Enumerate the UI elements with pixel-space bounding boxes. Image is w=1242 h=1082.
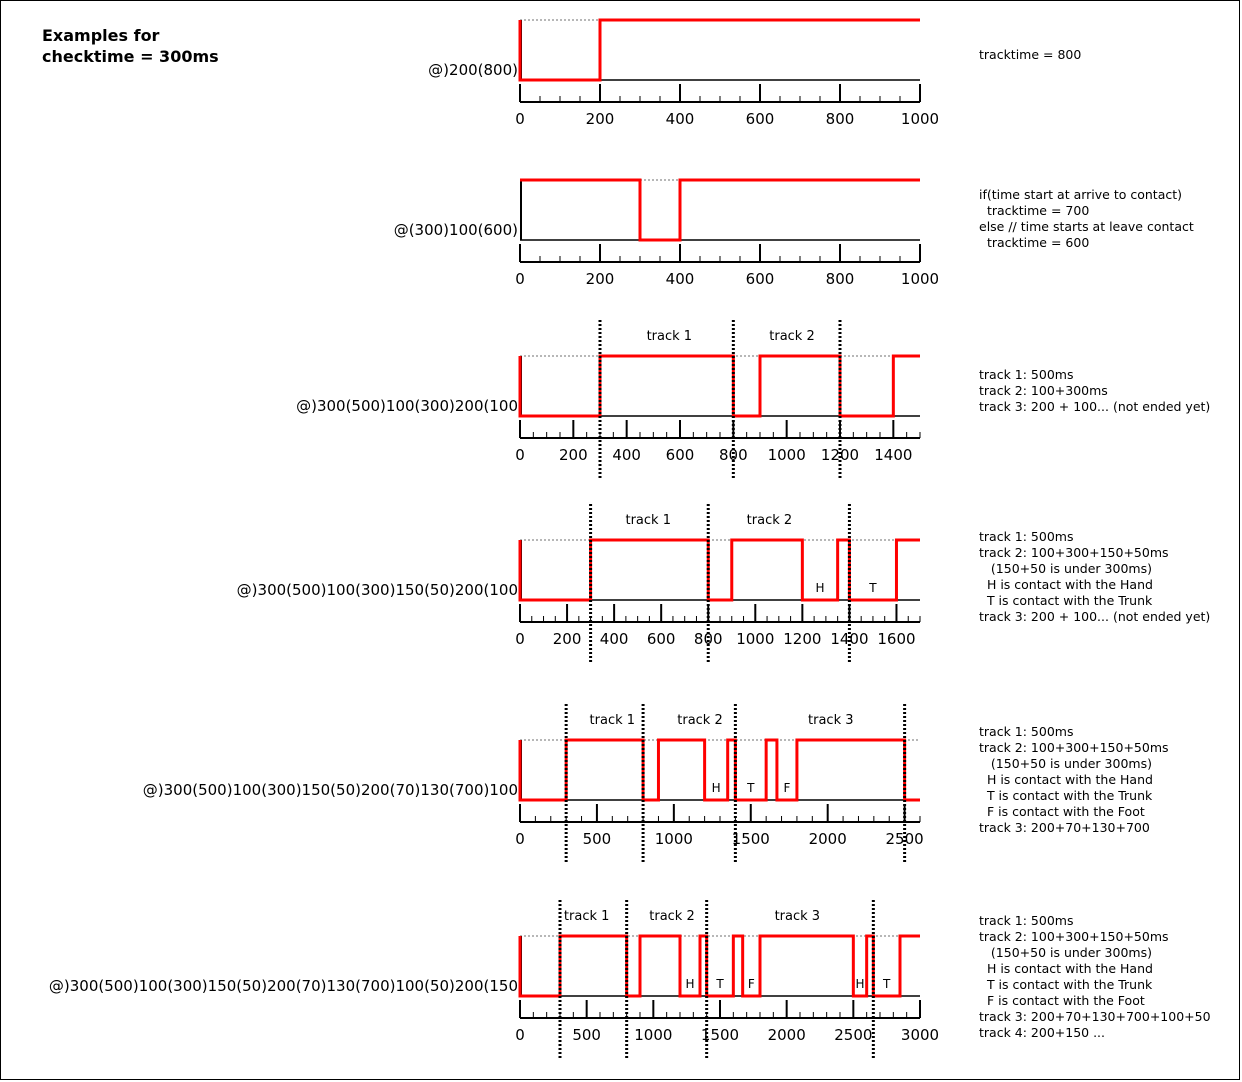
track-label: track 1 <box>647 329 693 344</box>
tick-label: 1000 <box>736 630 774 648</box>
tick-label: 600 <box>746 110 775 128</box>
tick-label: 200 <box>553 630 582 648</box>
tick-label: 0 <box>515 630 525 648</box>
tick-label: 400 <box>600 630 629 648</box>
contact-label: T <box>746 781 755 795</box>
contact-label: T <box>715 977 724 991</box>
example-panel-2: @(300)100(600) 0 200 400 600 800 1000 <box>394 178 939 288</box>
example-label: @)300(500)100(300)150(50)200(100 <box>237 581 518 599</box>
tick-label: 200 <box>559 446 588 464</box>
example-panel-4: @)300(500)100(300)150(50)200(100 0 200 400 6… <box>237 504 921 662</box>
example-notes-1: tracktime = 800 <box>979 47 1082 62</box>
track-label: track 2 <box>677 713 723 728</box>
track-label: track 3 <box>808 713 854 728</box>
tick-label: 0 <box>515 1026 525 1044</box>
tick-label: 500 <box>572 1026 601 1044</box>
example-panel-6: @)300(500)100(300)150(50)200(70)130(700)… <box>49 900 939 1058</box>
tick-label: 1600 <box>877 630 915 648</box>
contact-label: H <box>685 977 694 991</box>
example-label: @)300(500)100(300)200(100 <box>296 397 518 415</box>
track-label: track 1 <box>564 909 610 924</box>
track-label: track 2 <box>649 909 695 924</box>
contact-label: T <box>882 977 891 991</box>
example-label: @)200(800) <box>428 61 518 79</box>
page-title: Examples for checktime = 300ms <box>42 26 219 66</box>
track-label: track 2 <box>747 513 793 528</box>
track-label: track 1 <box>590 713 636 728</box>
tick-label: 2500 <box>834 1026 872 1044</box>
example-label: @)300(500)100(300)150(50)200(70)130(700)… <box>49 977 518 995</box>
example-label: @(300)100(600) <box>394 221 518 239</box>
tick-label: 2000 <box>809 830 847 848</box>
tick-label: 1000 <box>768 446 806 464</box>
tick-label: 3000 <box>901 1026 939 1044</box>
signal-waveform <box>518 354 920 418</box>
track-label: track 1 <box>625 513 671 528</box>
tick-label: 800 <box>719 446 748 464</box>
tick-label: 0 <box>515 830 525 848</box>
tick-label: 400 <box>612 446 641 464</box>
tick-label: 800 <box>694 630 723 648</box>
tick-label: 500 <box>583 830 612 848</box>
tick-label: 0 <box>515 270 525 288</box>
example-label: @)300(500)100(300)150(50)200(70)130(700)… <box>143 781 518 799</box>
signal-waveform <box>518 18 920 82</box>
contact-label: F <box>783 781 790 795</box>
signal-waveform <box>518 738 920 802</box>
tick-label: 1000 <box>901 110 939 128</box>
tick-label: 200 <box>586 110 615 128</box>
track-label: track 3 <box>775 909 821 924</box>
example-notes-4: track 1: 500ms track 2: 100+300+150+50ms… <box>979 529 1211 624</box>
example-panel-5: @)300(500)100(300)150(50)200(70)130(700)… <box>143 704 924 862</box>
contact-label: F <box>748 977 755 991</box>
tick-label: 1500 <box>732 830 770 848</box>
tick-label: 1500 <box>701 1026 739 1044</box>
tick-label: 1000 <box>901 270 939 288</box>
tick-label: 600 <box>647 630 676 648</box>
signal-waveform <box>520 178 920 242</box>
tick-label: 600 <box>746 270 775 288</box>
contact-label: H <box>712 781 721 795</box>
tick-label: 1000 <box>634 1026 672 1044</box>
contact-label: H <box>815 581 824 595</box>
contact-label: H <box>855 977 864 991</box>
example-panel-3: @)300(500)100(300)200(100 0 200 400 600 800 10… <box>296 320 921 478</box>
tick-label: 0 <box>515 110 525 128</box>
tick-label: 2500 <box>886 830 924 848</box>
contact-label: T <box>868 581 877 595</box>
example-notes-6: track 1: 500ms track 2: 100+300+150+50ms… <box>979 913 1211 1040</box>
example-panel-1: @)200(800) 0 200 400 600 800 1000 <box>428 18 939 128</box>
tick-label: 1400 <box>874 446 912 464</box>
tick-label: 800 <box>826 270 855 288</box>
tick-label: 1200 <box>821 446 859 464</box>
tick-label: 400 <box>666 270 695 288</box>
example-notes-2: if(time start at arrive to contact) trac… <box>979 187 1194 250</box>
track-label: track 2 <box>769 329 815 344</box>
signal-waveform <box>518 538 920 602</box>
example-notes-5: track 1: 500ms track 2: 100+300+150+50ms… <box>979 724 1169 835</box>
example-notes-3: track 1: 500ms track 2: 100+300ms track … <box>979 367 1211 414</box>
tick-label: 0 <box>515 446 525 464</box>
tick-label: 600 <box>666 446 695 464</box>
tick-label: 400 <box>666 110 695 128</box>
tick-label: 200 <box>586 270 615 288</box>
tick-label: 800 <box>826 110 855 128</box>
tick-label: 1200 <box>783 630 821 648</box>
tick-label: 1400 <box>830 630 868 648</box>
tick-label: 2000 <box>768 1026 806 1044</box>
tick-label: 1000 <box>655 830 693 848</box>
